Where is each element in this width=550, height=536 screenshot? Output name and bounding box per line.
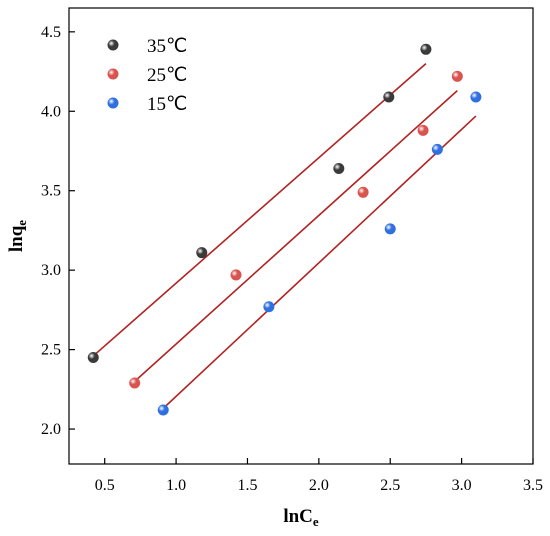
plot-frame	[68, 7, 534, 465]
x-tick-label: 3.0	[452, 477, 472, 494]
x-axis-ticks: 0.5 1.0 1.5 2.0 2.5 3.0 3.5	[95, 458, 543, 494]
data-point-series-3	[157, 404, 169, 416]
fit-line-series-3	[162, 115, 477, 409]
data-point-series-1	[196, 247, 208, 259]
data-point-series-2	[417, 124, 429, 136]
y-tick-label: 4.5	[41, 24, 61, 41]
data-point-series-3	[263, 301, 275, 313]
y-tick-label: 3.5	[41, 183, 61, 200]
y-tick-label: 2.5	[41, 342, 61, 359]
legend-label: 25℃	[147, 65, 187, 86]
data-point-series-1	[333, 162, 345, 174]
data-point-series-2	[451, 70, 463, 82]
y-tick-label: 4.0	[41, 103, 61, 120]
data-point-series-1	[87, 352, 99, 364]
data-point-series-1	[383, 91, 395, 103]
y-axis-title: lnqe	[6, 220, 29, 252]
fit-line-series-1	[92, 63, 427, 357]
data-point-series-2	[357, 186, 369, 198]
x-tick-label: 1.0	[166, 477, 186, 494]
x-tick-label: 1.5	[237, 477, 257, 494]
y-axis-ticks: 2.0 2.5 3.0 3.5 4.0 4.5	[41, 24, 75, 438]
data-point-series-1	[420, 43, 432, 55]
x-axis-title: lnCe	[283, 506, 319, 529]
x-tick-label: 3.5	[523, 477, 543, 494]
x-tick-label: 2.0	[309, 477, 329, 494]
x-tick-label: 0.5	[95, 477, 115, 494]
legend-label: 35℃	[147, 36, 187, 57]
y-axis-title-main: lnq	[6, 225, 27, 252]
fit-line-series-2	[134, 90, 458, 382]
legend-marker	[107, 68, 119, 80]
y-tick-label: 2.0	[41, 421, 61, 438]
data-point-series-3	[470, 91, 482, 103]
x-tick-label: 2.5	[380, 477, 400, 494]
legend-marker	[107, 97, 119, 109]
legend-marker	[107, 39, 119, 51]
legend-label: 15℃	[147, 94, 187, 115]
x-axis-title-sub: e	[313, 514, 319, 529]
legend: 35℃ 25℃ 15℃	[107, 36, 187, 115]
y-tick-label: 3.0	[41, 262, 61, 279]
x-axis-title-main: lnC	[283, 506, 313, 527]
data-point-series-2	[129, 377, 141, 389]
data-point-series-2	[230, 269, 242, 281]
data-point-series-3	[431, 143, 443, 155]
data-point-series-3	[384, 223, 396, 235]
data-points	[87, 43, 482, 416]
y-axis-title-sub: e	[14, 220, 29, 226]
fit-lines	[92, 63, 477, 409]
